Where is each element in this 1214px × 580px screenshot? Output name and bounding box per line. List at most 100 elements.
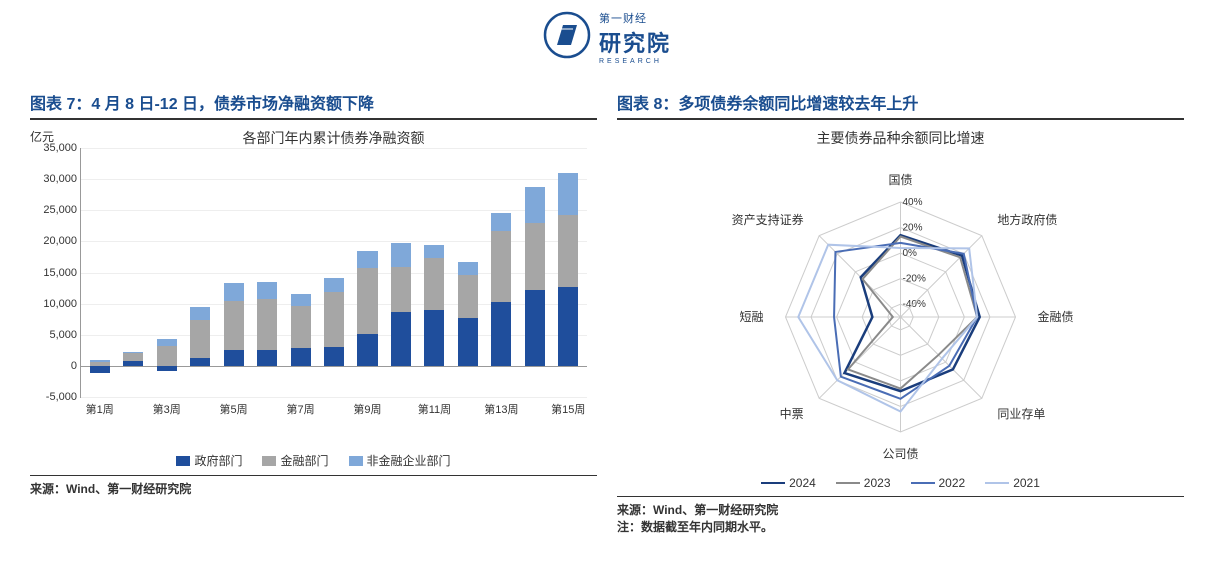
y-tick-label: 20,000 — [43, 235, 81, 247]
legend-label: 金融部门 — [280, 452, 328, 469]
bar-segment — [257, 299, 277, 350]
legend-swatch — [262, 456, 276, 466]
legend-item: 金融部门 — [262, 452, 328, 469]
bar-segment — [291, 348, 311, 365]
bar-stack — [357, 148, 377, 397]
bar-segment — [491, 231, 511, 303]
legend-label: 2024 — [789, 476, 816, 490]
bar-segment — [558, 287, 578, 365]
legend-item: 2021 — [985, 476, 1040, 490]
y-tick-label: -5,000 — [46, 391, 81, 403]
x-tick-label: 第11周 — [418, 401, 451, 417]
legend-label: 2021 — [1013, 476, 1040, 490]
bar-stack — [424, 148, 444, 397]
y-tick-label: 15,000 — [43, 267, 81, 279]
right-note: 注：数据截至年内同期水平。 — [617, 518, 1184, 535]
x-tick-label: 第15周 — [551, 401, 585, 417]
bar-segment — [224, 350, 244, 366]
bar-segment — [224, 283, 244, 300]
y-tick-label: 0 — [71, 360, 81, 372]
bar-stack — [558, 148, 578, 397]
legend-swatch — [176, 456, 190, 466]
logo-icon — [543, 11, 591, 64]
bar-group: 第11周 — [418, 148, 451, 397]
bars-area: 第1周第3周第5周第7周第9周第11周第13周第15周 — [81, 148, 587, 397]
y-tick-label: 25,000 — [43, 204, 81, 216]
logo-header: 第一财经 研究院 RESEARCH — [0, 0, 1214, 70]
logo-sub-text: RESEARCH — [599, 58, 671, 65]
legend-item: 2023 — [836, 476, 891, 490]
x-tick-label: 第13周 — [484, 401, 518, 417]
bar-stack — [190, 148, 210, 397]
bar-segment — [324, 347, 344, 366]
bar-segment — [123, 361, 143, 366]
legend-label: 2023 — [864, 476, 891, 490]
bar-group — [250, 148, 283, 397]
bar-segment — [424, 245, 444, 258]
radar-tick-label: 40% — [903, 197, 923, 208]
bar-segment — [224, 301, 244, 351]
x-tick-label: 第3周 — [153, 401, 181, 417]
y-tick-label: 30,000 — [43, 173, 81, 185]
bar-segment — [391, 312, 411, 366]
left-source: 来源：Wind、第一财经研究院 — [30, 480, 597, 497]
left-chart-panel: 图表 7：4 月 8 日-12 日，债券市场净融资额下降 亿元 各部门年内累计债… — [30, 90, 597, 535]
bar-segment — [291, 294, 311, 306]
bar-segment — [525, 187, 545, 223]
bar-segment — [90, 360, 110, 361]
bar-stack — [391, 148, 411, 397]
bar-segment — [90, 362, 110, 366]
legend-swatch — [349, 456, 363, 466]
legend-line-swatch — [761, 482, 785, 485]
radar-axis-label: 金融债 — [1038, 309, 1074, 324]
bar-segment — [190, 307, 210, 319]
bar-segment — [257, 282, 277, 299]
bar-segment — [357, 268, 377, 333]
y-tick-label: 10,000 — [43, 298, 81, 310]
bar-group — [451, 148, 484, 397]
bar-segment — [357, 334, 377, 366]
bar-group: 第3周 — [150, 148, 183, 397]
bar-segment — [123, 353, 143, 360]
bar-segment — [190, 320, 210, 359]
radar-axis-label: 国债 — [888, 173, 912, 187]
radar-axis-label: 同业存单 — [997, 407, 1045, 421]
bar-group: 第9周 — [351, 148, 384, 397]
bar-stack — [90, 148, 110, 397]
legend-item: 政府部门 — [176, 452, 242, 469]
legend-item: 2024 — [761, 476, 816, 490]
bar-segment — [357, 251, 377, 268]
y-tick-label: 35,000 — [43, 142, 81, 154]
left-chart-title: 图表 7：4 月 8 日-12 日，债券市场净融资额下降 — [30, 90, 597, 120]
legend-line-swatch — [985, 482, 1009, 484]
bar-segment — [291, 306, 311, 348]
bar-segment — [391, 243, 411, 267]
bar-stack — [324, 148, 344, 397]
legend-line-swatch — [836, 482, 860, 484]
bar-segment — [157, 366, 177, 372]
bar-segment — [525, 223, 545, 290]
bar-segment — [458, 262, 478, 275]
logo-big-text: 研究院 — [599, 26, 671, 58]
bar-segment — [324, 292, 344, 347]
bar-group: 第5周 — [217, 148, 250, 397]
bar-segment — [558, 215, 578, 288]
legend-label: 政府部门 — [194, 452, 242, 469]
right-chart-panel: 图表 8：多项债券余额同比增速较去年上升 主要债券品种余额同比增速 -40%-2… — [617, 90, 1184, 535]
right-source: 来源：Wind、第一财经研究院 — [617, 501, 1184, 518]
radar-axis-label: 公司债 — [882, 447, 918, 461]
bar-stack — [157, 148, 177, 397]
bar-segment — [190, 358, 210, 365]
right-legend: 2024202320222021 — [617, 476, 1184, 490]
bar-group — [384, 148, 417, 397]
bar-stack — [491, 148, 511, 397]
x-tick-label: 第9周 — [353, 401, 381, 417]
left-legend: 政府部门金融部门非金融企业部门 — [30, 452, 597, 469]
bar-group: 第13周 — [485, 148, 518, 397]
gridline — [81, 397, 587, 398]
bar-segment — [525, 290, 545, 366]
bar-stack — [458, 148, 478, 397]
bar-segment — [157, 346, 177, 366]
y-tick-label: 5,000 — [49, 329, 81, 341]
bar-stack — [257, 148, 277, 397]
